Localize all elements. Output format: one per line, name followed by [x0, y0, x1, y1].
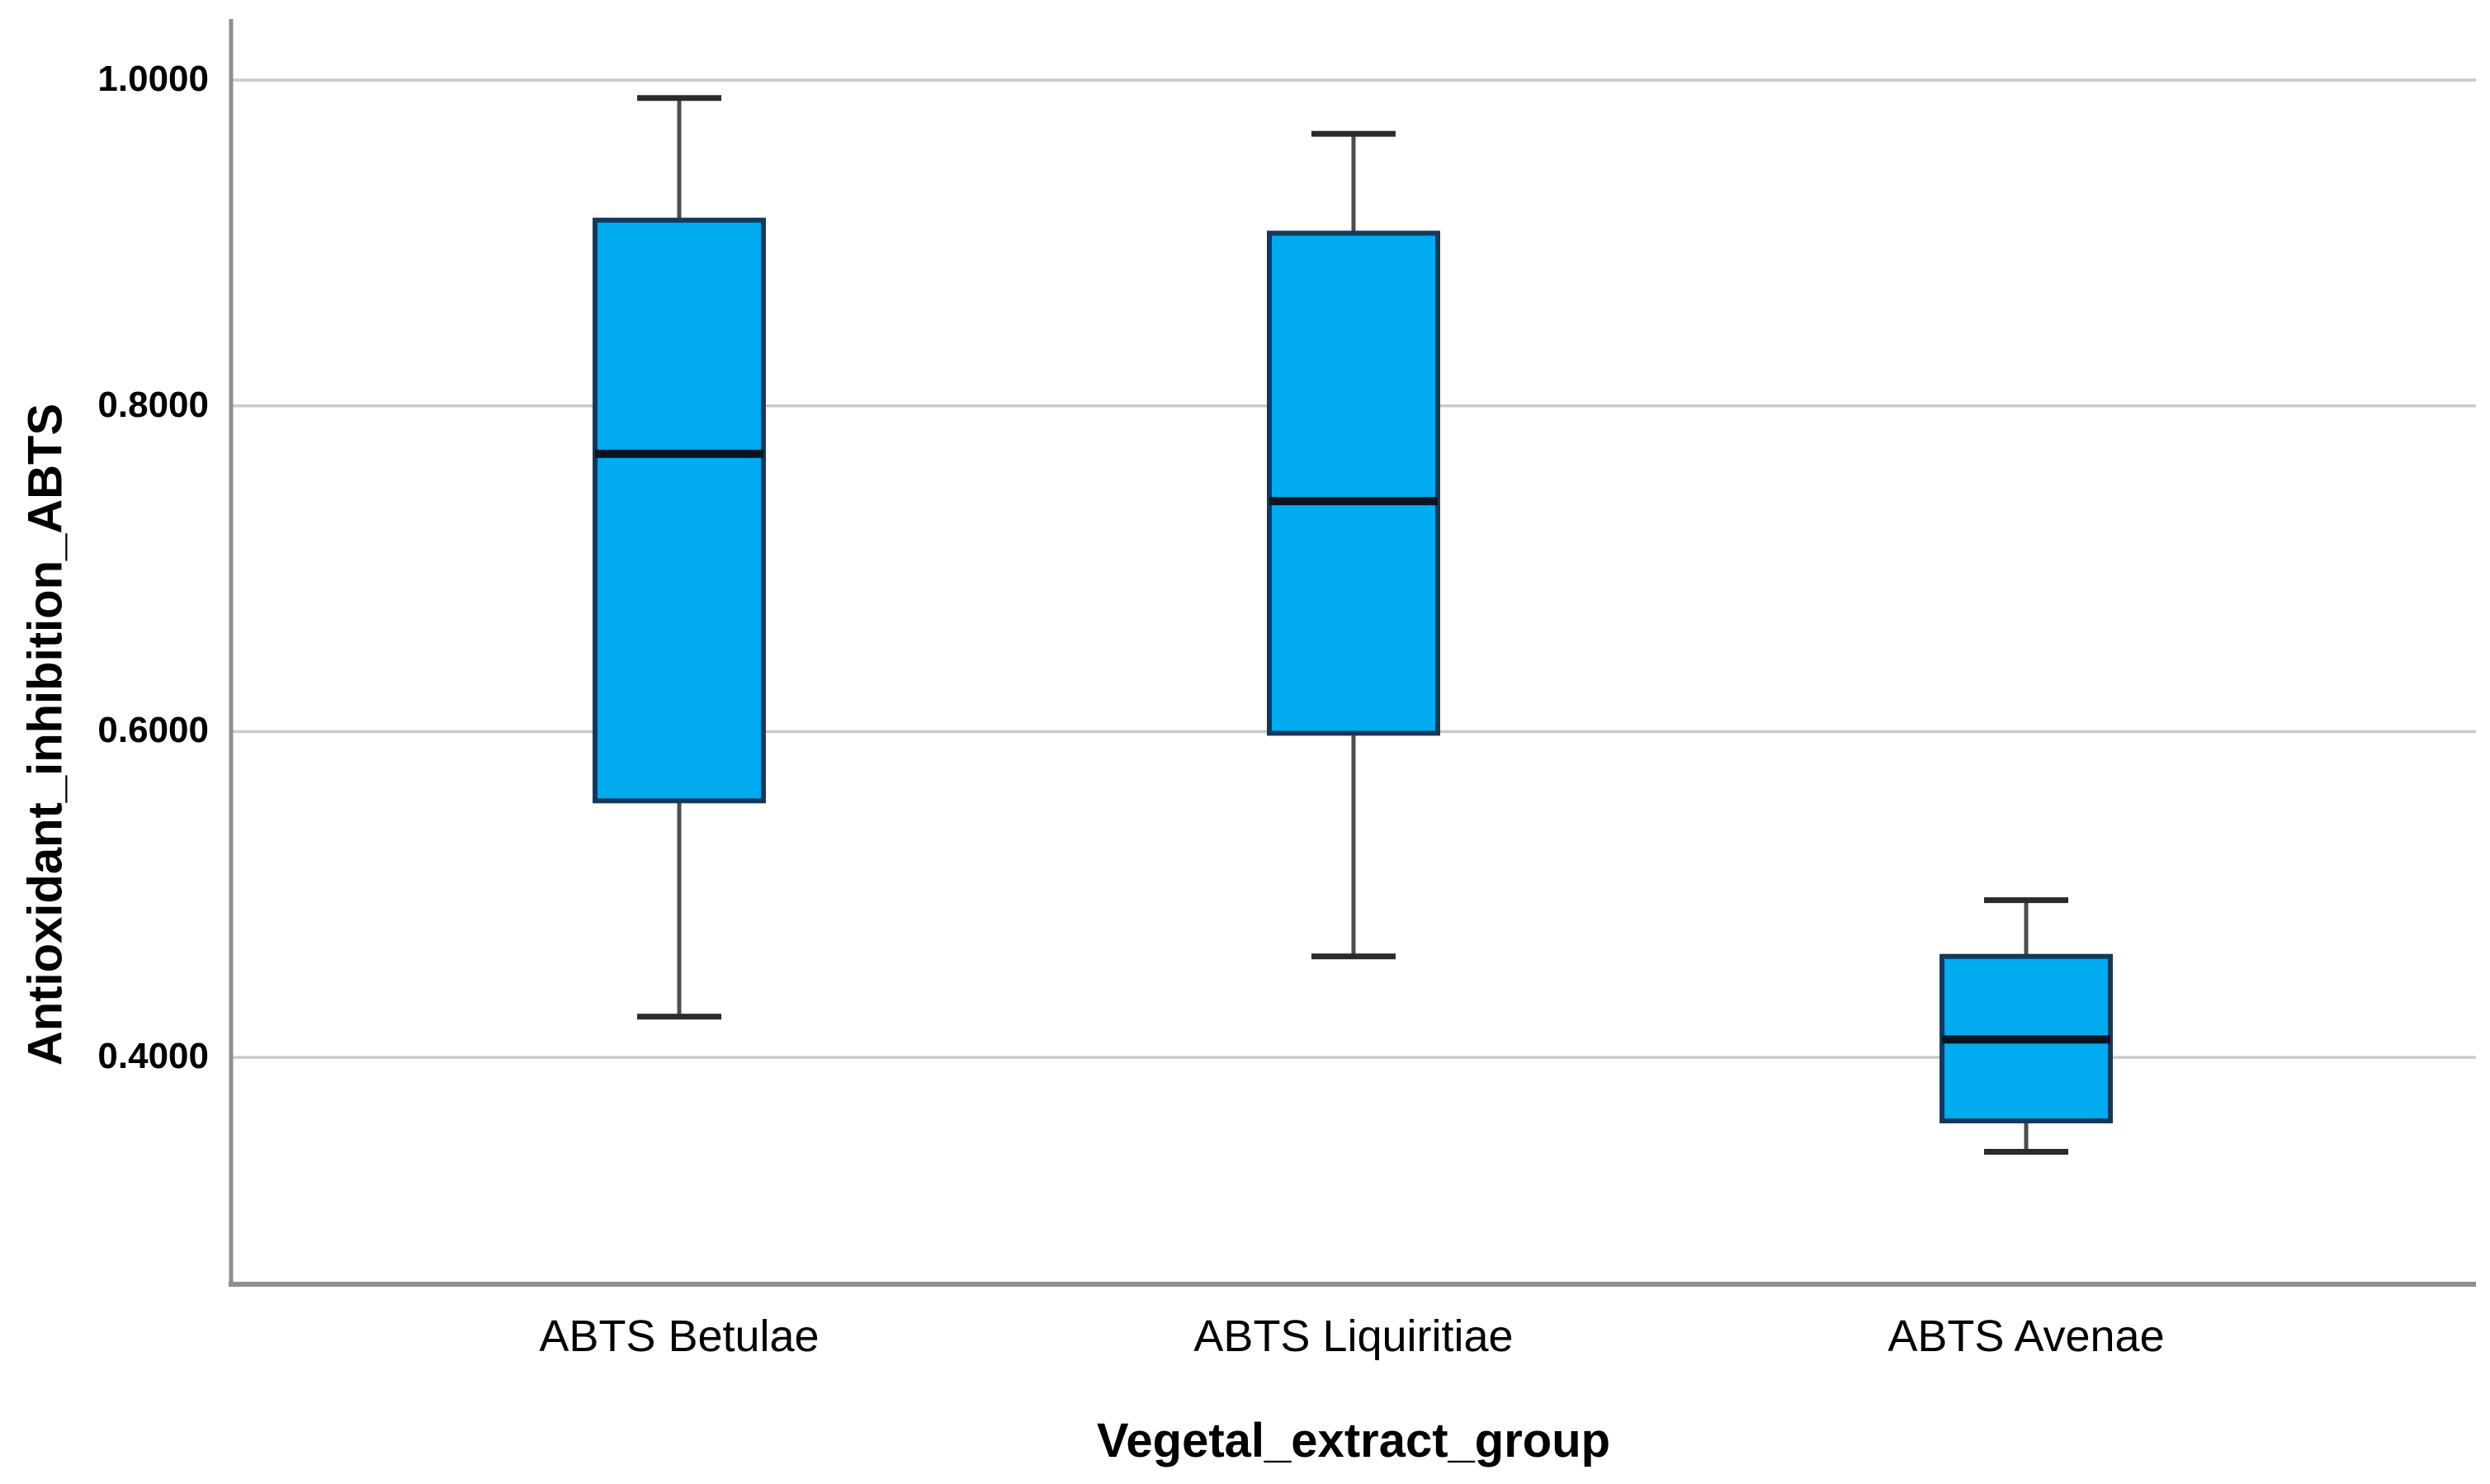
- x-category-label-abts-avenae: ABTS Avenae: [1888, 1311, 2165, 1361]
- x-axis-title: Vegetal_extract_group: [1096, 1414, 1611, 1467]
- y-tick-label-1.0000: 1.0000: [97, 59, 209, 99]
- y-tick-label-0.8000: 0.8000: [97, 384, 209, 425]
- x-category-label-abts-betulae: ABTS Betulae: [539, 1311, 820, 1361]
- y-tick-label-0.4000: 0.4000: [97, 1036, 209, 1077]
- box-abts-liquiritiae: [1267, 130, 1440, 960]
- iqr-box-abts-betulae: [593, 217, 766, 804]
- x-category-label-abts-liquiritiae: ABTS Liquiritiae: [1193, 1311, 1514, 1361]
- y-tick-label-0.6000: 0.6000: [97, 710, 209, 751]
- box-abts-betulae: [593, 95, 766, 1020]
- y-axis-title: Antioxidant_inhibition_ABTS: [18, 403, 73, 1066]
- box-abts-avenae: [1940, 897, 2113, 1156]
- iqr-box-abts-liquiritiae: [1267, 230, 1440, 736]
